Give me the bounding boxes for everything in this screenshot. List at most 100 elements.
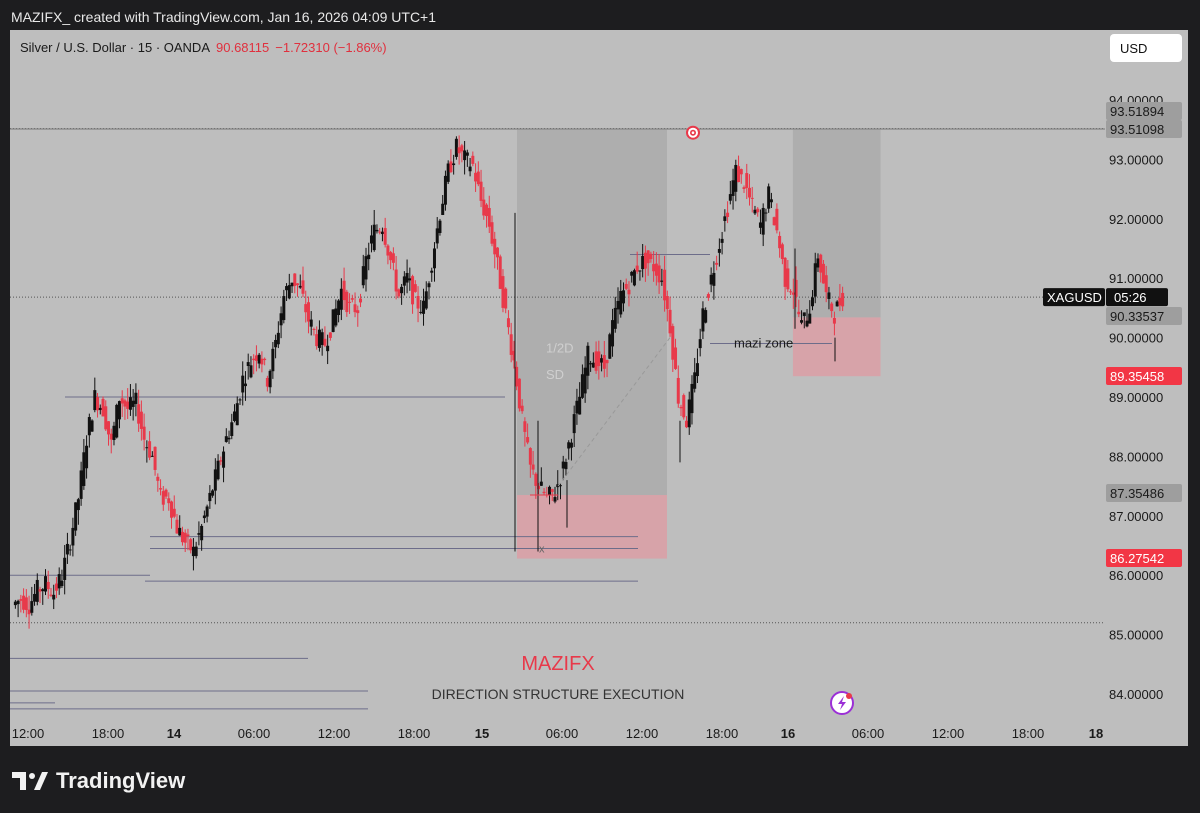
candle[interactable]	[838, 297, 842, 306]
candle[interactable]	[350, 298, 354, 300]
candle[interactable]	[712, 272, 716, 286]
candle[interactable]	[778, 235, 782, 249]
candle[interactable]	[641, 256, 645, 270]
candle[interactable]	[449, 161, 453, 173]
candle[interactable]	[580, 374, 584, 398]
candle[interactable]	[589, 363, 593, 365]
candle[interactable]	[726, 212, 730, 217]
candle[interactable]	[786, 268, 790, 290]
candle[interactable]	[76, 499, 80, 511]
candle[interactable]	[65, 543, 69, 555]
candle[interactable]	[791, 292, 795, 295]
candle[interactable]	[348, 301, 352, 303]
candle[interactable]	[627, 289, 631, 295]
candle[interactable]	[553, 497, 557, 502]
candle[interactable]	[548, 486, 552, 495]
candle[interactable]	[649, 253, 653, 260]
candle[interactable]	[657, 265, 661, 283]
candle[interactable]	[476, 171, 480, 185]
candle[interactable]	[835, 301, 839, 307]
candle[interactable]	[139, 411, 143, 429]
candle[interactable]	[117, 401, 121, 420]
candle[interactable]	[254, 355, 258, 361]
candle[interactable]	[737, 166, 741, 183]
candle[interactable]	[208, 492, 212, 502]
candle[interactable]	[339, 288, 343, 310]
candle[interactable]	[274, 339, 278, 348]
candle[interactable]	[263, 358, 267, 361]
candle[interactable]	[485, 204, 489, 217]
candle[interactable]	[337, 300, 341, 316]
candle[interactable]	[523, 421, 527, 432]
candle[interactable]	[665, 296, 669, 310]
candle[interactable]	[52, 594, 56, 600]
candle[interactable]	[345, 291, 349, 313]
candle[interactable]	[265, 377, 269, 387]
candle[interactable]	[435, 228, 439, 244]
candle[interactable]	[512, 350, 516, 361]
candle[interactable]	[98, 407, 102, 411]
candle[interactable]	[317, 329, 321, 348]
candle[interactable]	[690, 383, 694, 414]
candle[interactable]	[386, 245, 390, 256]
candle[interactable]	[156, 476, 160, 481]
candle[interactable]	[41, 589, 45, 592]
candle[interactable]	[789, 291, 793, 293]
candle[interactable]	[285, 286, 289, 291]
candle[interactable]	[170, 501, 174, 518]
candle[interactable]	[569, 442, 573, 448]
candle[interactable]	[411, 276, 415, 305]
candle[interactable]	[758, 222, 762, 228]
currency-button[interactable]: USD	[1110, 34, 1182, 62]
candle[interactable]	[172, 508, 176, 517]
candle[interactable]	[123, 400, 127, 407]
candle[interactable]	[561, 461, 565, 469]
candle[interactable]	[353, 304, 357, 313]
candle[interactable]	[161, 491, 165, 505]
candle[interactable]	[753, 209, 757, 214]
candle[interactable]	[224, 436, 228, 442]
candle[interactable]	[397, 289, 401, 297]
candle[interactable]	[482, 199, 486, 216]
candle[interactable]	[747, 187, 751, 198]
candle[interactable]	[309, 319, 313, 327]
candle[interactable]	[550, 489, 554, 492]
candle[interactable]	[794, 279, 798, 297]
candle[interactable]	[178, 527, 182, 536]
candle[interactable]	[613, 307, 617, 329]
candle[interactable]	[654, 263, 658, 276]
candle[interactable]	[282, 296, 286, 321]
candle[interactable]	[82, 452, 86, 486]
candle[interactable]	[68, 549, 72, 551]
candle[interactable]	[422, 300, 426, 314]
candle[interactable]	[674, 347, 678, 369]
chart-pane[interactable]: mazi zone 1/2D SD x MAZIFX DIRECTION STRUCTUR…	[10, 30, 1188, 746]
candle[interactable]	[180, 531, 184, 543]
candle[interactable]	[298, 285, 302, 288]
candle[interactable]	[761, 207, 765, 235]
candle[interactable]	[698, 339, 702, 349]
candle[interactable]	[767, 186, 771, 209]
candle[interactable]	[164, 489, 168, 497]
candle[interactable]	[802, 312, 806, 316]
candle[interactable]	[679, 406, 683, 409]
symbol-legend[interactable]: Silver / U.S. Dollar · 15 · OANDA 90.6811…	[20, 40, 387, 55]
candle[interactable]	[621, 290, 625, 304]
candle[interactable]	[821, 263, 825, 284]
candle[interactable]	[87, 417, 91, 436]
stop-loss-zone[interactable]	[792, 317, 881, 377]
candle[interactable]	[375, 229, 379, 232]
candle[interactable]	[652, 264, 656, 272]
candle[interactable]	[706, 294, 710, 298]
candle[interactable]	[416, 296, 420, 309]
candle[interactable]	[572, 414, 576, 434]
candle[interactable]	[27, 609, 31, 615]
candle[interactable]	[745, 173, 749, 188]
candle[interactable]	[293, 273, 297, 286]
candle[interactable]	[531, 464, 535, 470]
candle[interactable]	[594, 351, 598, 371]
candle[interactable]	[668, 309, 672, 334]
candle[interactable]	[597, 351, 601, 367]
candle[interactable]	[334, 308, 338, 326]
candle[interactable]	[238, 399, 242, 401]
